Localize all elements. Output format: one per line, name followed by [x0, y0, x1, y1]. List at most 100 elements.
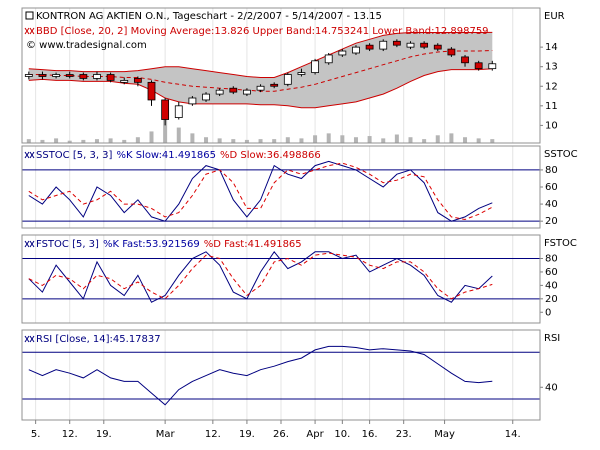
plot [28, 250, 493, 303]
y-tick-label: 13 [545, 62, 558, 73]
y-tick-label: 40 [545, 382, 558, 393]
volume-bar [258, 139, 263, 143]
candle-body [270, 83, 279, 87]
volume-bar [81, 139, 86, 143]
y-tick-label: 12 [545, 81, 558, 92]
axis-label: RSI [544, 333, 560, 344]
y-tick-label: 80 [545, 254, 558, 265]
volume-bar [490, 139, 495, 143]
band-fill [28, 32, 493, 108]
candle-body [188, 97, 197, 105]
candle-body [65, 74, 74, 77]
legend-entry: %D Fast:41.491865 [204, 239, 302, 250]
chart-title: KONTRON AG AKTIEN O.N., Tageschart - 2/2… [36, 11, 382, 22]
candle-body [229, 87, 238, 93]
series-line [28, 160, 493, 222]
volume-bar [26, 139, 31, 143]
candle-body [311, 60, 319, 73]
candle-body [256, 85, 265, 91]
legend-entry: FSTOC [5, 3] [36, 239, 99, 250]
volume-bar [394, 134, 399, 143]
volume-bar [422, 139, 427, 143]
candle-body [447, 48, 456, 56]
panel-border [21, 145, 541, 229]
candle-body [161, 99, 170, 120]
volume-bar [340, 135, 345, 143]
legend-entry: SSTOC [5, 3, 3] [36, 150, 113, 161]
volume-bar [204, 137, 209, 143]
candle-body [52, 74, 60, 77]
candle-body [392, 40, 401, 46]
x-tick-label: 12. [62, 429, 78, 440]
volume-bar [135, 137, 140, 143]
y-tick-label: 80 [545, 165, 558, 176]
candle-body [379, 40, 388, 50]
volume-bar [54, 138, 59, 143]
volume-bar [313, 135, 318, 143]
x-tick-label: Mar [156, 429, 176, 440]
volume-bar [367, 136, 372, 143]
indicator-icon [24, 27, 35, 35]
candle-body [215, 89, 224, 95]
volume-bar [176, 127, 181, 143]
candle-body [474, 62, 483, 70]
series-line [28, 252, 493, 300]
candle-body [202, 93, 210, 101]
title-icon [25, 11, 34, 20]
x-tick-label: Apr [306, 429, 324, 440]
candle-body [352, 46, 360, 54]
volume-bar [285, 137, 290, 143]
volume-bar [244, 139, 249, 143]
volume-bar [353, 137, 358, 143]
y-tick-label: 10 [545, 120, 558, 131]
candle-body [433, 44, 442, 50]
legend: SSTOC [5, 3, 3] %K Slow:41.491865 %D Slow:… [36, 150, 321, 161]
x-tick-label: 5. [31, 429, 41, 440]
candle-body [38, 74, 47, 77]
plot [28, 160, 493, 222]
volume-bar [217, 138, 222, 143]
legend: BBD [Close, 20, 2] Moving Average:13.826… [36, 26, 489, 37]
indicator-icon [24, 151, 35, 159]
candle-body [365, 44, 374, 50]
x-tick-label: 19. [239, 429, 255, 440]
legend-entry: %K Slow:41.491865 [116, 150, 216, 161]
candle-body [283, 74, 292, 85]
candle-body [338, 50, 347, 56]
y-tick-label: 0 [545, 307, 551, 318]
y-tick-label: 60 [545, 182, 558, 193]
y-tick-label: 40 [545, 199, 558, 210]
volume-bar [231, 139, 236, 143]
candle-body [79, 74, 88, 79]
plot [24, 31, 497, 143]
volume-bar [326, 133, 331, 143]
volume-bar [40, 139, 45, 143]
panel-border [21, 234, 541, 324]
candle-body [147, 81, 156, 101]
volume-bar [190, 133, 195, 143]
x-tick-label: 26. [273, 429, 289, 440]
legend-entry: %D Slow:36.498866 [220, 150, 321, 161]
legend-entry: RSI [Close, 14]:45.17837 [36, 334, 161, 345]
volume-bar [108, 138, 113, 143]
candle-body [106, 74, 115, 81]
band-line [28, 68, 493, 109]
axis-label: SSTOC [544, 149, 578, 160]
volume-bar [463, 137, 468, 143]
volume-bar [272, 139, 277, 143]
volume-bar [122, 139, 127, 143]
source: © www.tradesignal.com [26, 40, 147, 51]
candle-body [243, 89, 251, 95]
x-tick-label: 14. [505, 429, 521, 440]
indicator-icon [24, 240, 35, 248]
y-tick-label: 11 [545, 101, 558, 112]
panel-border [21, 7, 541, 144]
candle-body [93, 74, 101, 79]
y-tick-label: 20 [545, 294, 558, 305]
axis-label: FSTOC [544, 238, 577, 249]
plot [28, 345, 493, 406]
legend: FSTOC [5, 3] %K Fast:53.921569 %D Fast:41.… [36, 239, 302, 250]
y-tick-label: 40 [545, 280, 558, 291]
candle-body [24, 74, 33, 77]
x-tick-label: 10. [334, 429, 350, 440]
